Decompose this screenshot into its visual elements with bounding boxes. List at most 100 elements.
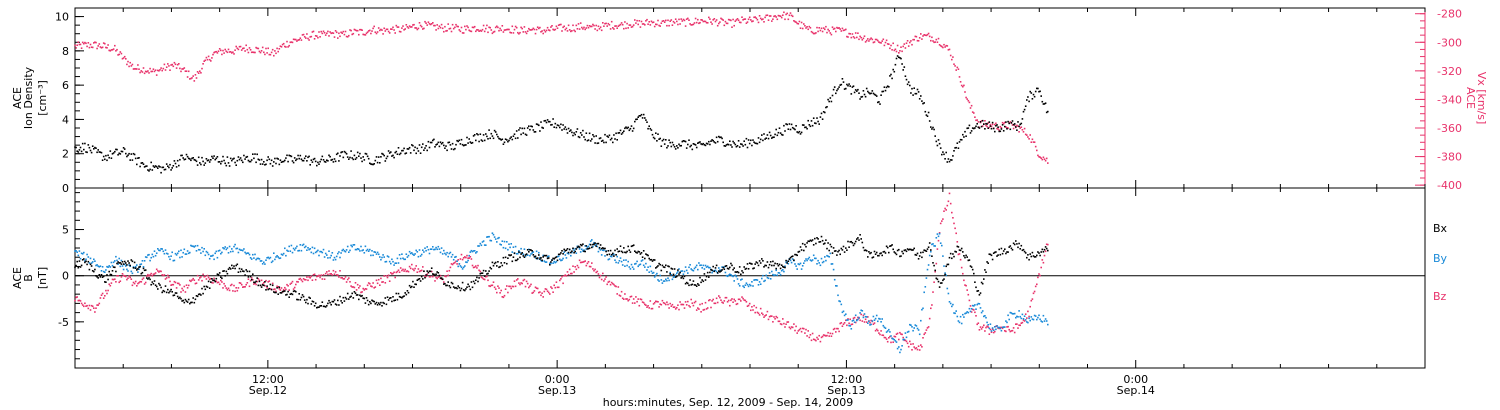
velocity-point (171, 63, 173, 66)
by-point (867, 322, 869, 324)
bz-point (786, 321, 788, 323)
bz-point (440, 278, 443, 280)
bx-point (503, 262, 506, 264)
bz-point (159, 270, 161, 272)
bz-point (555, 281, 558, 283)
bx-point (338, 304, 340, 306)
velocity-point (250, 51, 253, 54)
bx-point (403, 295, 405, 297)
bx-point (146, 277, 148, 279)
bx-point (534, 255, 537, 258)
bx-point (271, 284, 274, 287)
bx-point (265, 289, 267, 291)
by-point (673, 276, 676, 278)
bz-point (644, 303, 646, 306)
velocity-point (292, 38, 295, 41)
bz-point (700, 311, 702, 313)
bz-point (226, 288, 229, 291)
by-point (535, 250, 538, 253)
bx-point (612, 252, 614, 255)
bz-point (346, 278, 349, 281)
bz-point (973, 309, 975, 311)
bx-point (180, 297, 182, 300)
by-point (1018, 310, 1020, 312)
density-point (488, 129, 490, 131)
by-point (469, 251, 472, 253)
density-point (573, 132, 575, 134)
density-point (851, 86, 854, 88)
by-point (1013, 312, 1016, 315)
velocity-point (223, 52, 225, 54)
velocity-point (783, 11, 785, 14)
density-point (1017, 121, 1019, 123)
bx-point (1008, 246, 1010, 248)
bx-point (958, 249, 961, 251)
bz-point (255, 283, 257, 286)
bx-point (562, 253, 564, 255)
density-point (769, 134, 772, 137)
bz-point (854, 321, 857, 324)
time-tick-label: 0:00 (545, 373, 570, 386)
velocity-point (1013, 124, 1016, 127)
bz-point (846, 324, 848, 327)
density-point (959, 138, 962, 141)
bx-point (406, 290, 409, 292)
bz-point (369, 282, 371, 285)
velocity-point (344, 30, 347, 33)
density-point (434, 146, 436, 148)
density-point (125, 152, 127, 155)
bx-point (953, 255, 955, 258)
by-point (278, 257, 281, 260)
bx-point (1034, 256, 1037, 258)
bz-point (853, 316, 856, 319)
by-point (381, 256, 383, 259)
density-point (328, 154, 330, 157)
density-point (295, 159, 297, 162)
bz-point (568, 268, 571, 271)
bx-point (810, 240, 813, 242)
density-point (275, 162, 277, 165)
bz-point (1017, 327, 1019, 329)
density-point (885, 86, 888, 89)
bx-point (594, 242, 596, 244)
bz-point (967, 293, 970, 296)
velocity-point (303, 36, 306, 38)
by-point (683, 270, 686, 273)
velocity-point (812, 32, 815, 35)
by-point (859, 312, 861, 314)
bz-point (486, 275, 488, 278)
bz-point (420, 269, 423, 272)
by-point (109, 266, 112, 268)
bx-point (539, 258, 541, 260)
bx-point (947, 263, 950, 266)
bx-point (878, 254, 880, 257)
bz-point (602, 272, 604, 275)
by-point (613, 253, 615, 256)
by-point (542, 254, 544, 257)
bz-point (822, 334, 825, 336)
by-point (748, 283, 751, 286)
density-point (146, 165, 148, 167)
density-point (970, 130, 973, 132)
velocity-point (1038, 155, 1040, 158)
density-point (1026, 99, 1028, 101)
bx-point (704, 279, 707, 281)
density-point (884, 89, 887, 92)
by-point (75, 250, 77, 252)
bx-point (567, 251, 570, 254)
bz-point (245, 283, 247, 286)
density-point (843, 88, 846, 90)
bz-point (512, 285, 515, 288)
bz-point (318, 274, 320, 277)
velocity-point (641, 23, 644, 25)
bx-point (871, 256, 874, 259)
velocity-point (190, 77, 192, 80)
by-point (422, 249, 424, 251)
bx-point (758, 260, 761, 262)
density-point (308, 155, 310, 158)
bz-point (134, 280, 137, 283)
by-point (253, 257, 255, 259)
velocity-point (1045, 157, 1048, 160)
bz-point (126, 278, 128, 281)
by-point (333, 256, 336, 259)
